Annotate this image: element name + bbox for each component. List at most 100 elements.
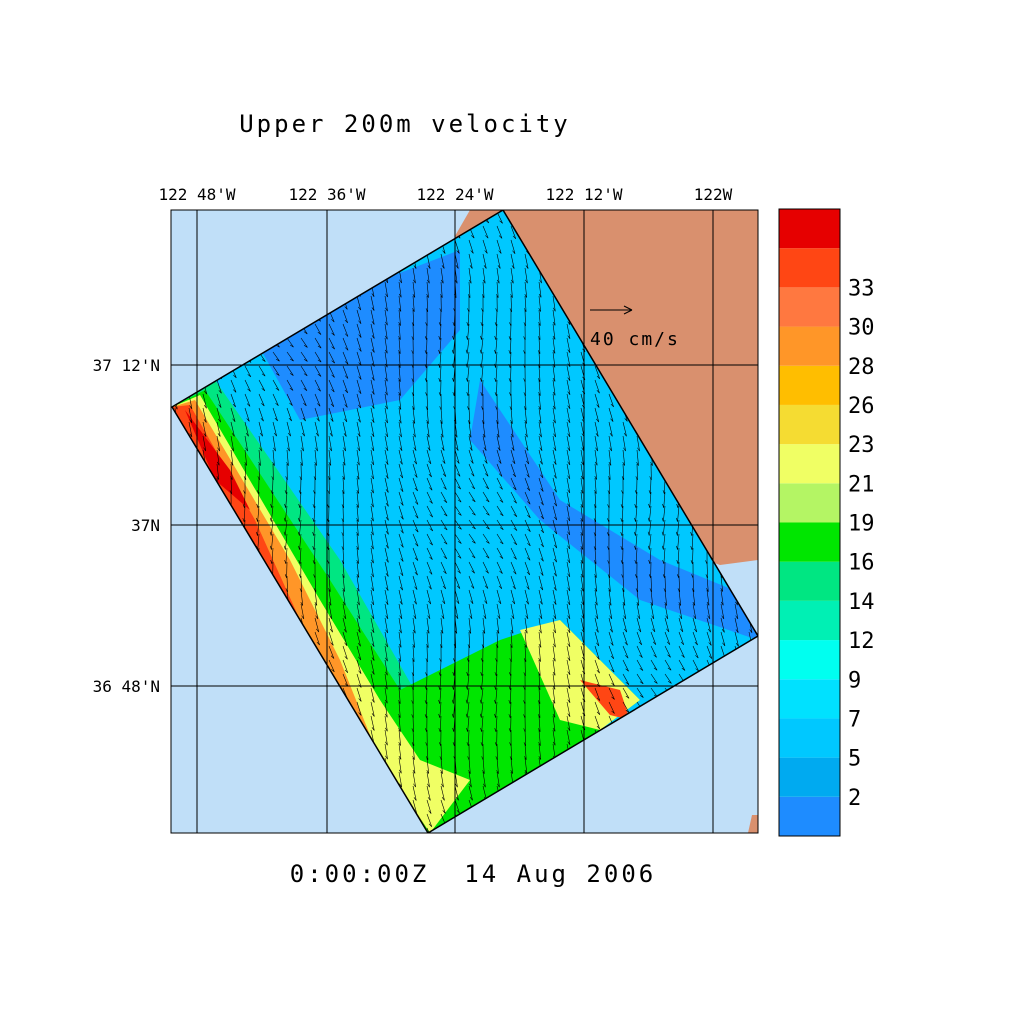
arrow xyxy=(342,337,349,351)
arrow xyxy=(508,365,512,383)
colorbar-label: 7 xyxy=(848,707,861,732)
arrow xyxy=(370,477,374,494)
arrow xyxy=(566,421,571,438)
arrow xyxy=(356,421,361,437)
arrow xyxy=(538,477,544,492)
arrow xyxy=(272,407,278,422)
arrow xyxy=(608,659,615,673)
arrow xyxy=(580,435,585,452)
arrow xyxy=(479,687,484,704)
arrow xyxy=(342,589,346,606)
arrow xyxy=(566,337,571,353)
arrow xyxy=(298,505,302,522)
arrow xyxy=(552,575,557,591)
arrow xyxy=(480,645,484,663)
arrow xyxy=(312,505,316,522)
arrow xyxy=(466,645,470,663)
colorbar-swatch xyxy=(779,522,840,562)
arrow xyxy=(622,449,625,466)
arrow xyxy=(384,547,389,563)
arrow xyxy=(370,687,375,703)
arrow xyxy=(312,491,316,509)
arrow xyxy=(494,715,498,732)
arrow xyxy=(314,407,320,422)
arrow xyxy=(412,449,417,465)
arrow xyxy=(678,589,682,606)
arrow xyxy=(566,463,571,480)
arrow xyxy=(664,589,667,606)
arrow xyxy=(468,491,476,503)
arrow xyxy=(440,281,443,298)
arrow xyxy=(580,561,584,578)
arrow xyxy=(300,589,304,606)
arrow xyxy=(566,687,571,703)
arrow xyxy=(370,407,375,423)
arrow xyxy=(328,575,331,592)
arrow xyxy=(468,533,476,544)
arrow xyxy=(566,603,571,620)
arrow xyxy=(298,561,302,579)
arrow xyxy=(622,435,626,452)
colorbar: 2 5 7 9 12 14 16 19 21 23 26 28 30 33 xyxy=(778,208,875,837)
arrow xyxy=(620,519,624,536)
arrow xyxy=(480,659,484,676)
arrow xyxy=(608,393,614,408)
arrow xyxy=(636,659,644,671)
arrow xyxy=(524,631,527,648)
arrow xyxy=(538,435,543,451)
arrow xyxy=(538,295,541,312)
arrow xyxy=(244,407,250,422)
arrow xyxy=(510,253,515,269)
colorbar-label: 33 xyxy=(848,276,875,301)
arrow xyxy=(412,547,419,561)
arrow xyxy=(342,365,349,379)
arrow xyxy=(284,491,288,508)
arrow xyxy=(734,631,739,647)
arrow xyxy=(510,533,518,546)
arrow xyxy=(314,323,322,335)
arrow xyxy=(538,589,543,605)
arrow xyxy=(594,715,600,730)
arrow xyxy=(538,645,541,662)
arrow xyxy=(440,491,448,503)
arrow xyxy=(608,449,612,466)
arrow xyxy=(496,603,501,620)
arrow xyxy=(454,463,461,477)
arrow xyxy=(620,547,624,565)
arrow xyxy=(594,687,601,701)
colorbar-swatch xyxy=(779,679,840,719)
arrow xyxy=(552,561,557,577)
arrow xyxy=(426,267,430,284)
arrow xyxy=(384,687,388,704)
arrow xyxy=(552,295,556,312)
graticule xyxy=(171,210,758,833)
arrow xyxy=(370,645,375,661)
arrow xyxy=(690,533,694,550)
arrow xyxy=(244,449,248,466)
arrow xyxy=(398,575,403,591)
arrow xyxy=(466,715,470,732)
arrow xyxy=(426,547,433,560)
arrow xyxy=(412,463,418,478)
arrow xyxy=(342,309,348,324)
colorbar-label: 14 xyxy=(848,590,875,615)
arrow xyxy=(283,505,288,522)
arrow xyxy=(650,631,657,645)
arrow xyxy=(284,477,288,495)
arrow xyxy=(398,323,401,340)
arrow xyxy=(650,659,658,671)
arrow xyxy=(440,267,444,284)
arrow xyxy=(648,561,652,579)
arrow xyxy=(664,659,672,671)
arrow xyxy=(370,323,375,339)
arrow xyxy=(594,589,598,606)
arrow xyxy=(440,757,443,774)
arrow xyxy=(384,589,389,605)
arrow xyxy=(440,253,445,269)
arrow xyxy=(466,323,470,340)
arrow xyxy=(524,267,528,284)
arrow xyxy=(398,477,404,492)
arrow xyxy=(426,617,430,634)
arrow xyxy=(538,617,542,634)
arrow xyxy=(482,617,486,634)
